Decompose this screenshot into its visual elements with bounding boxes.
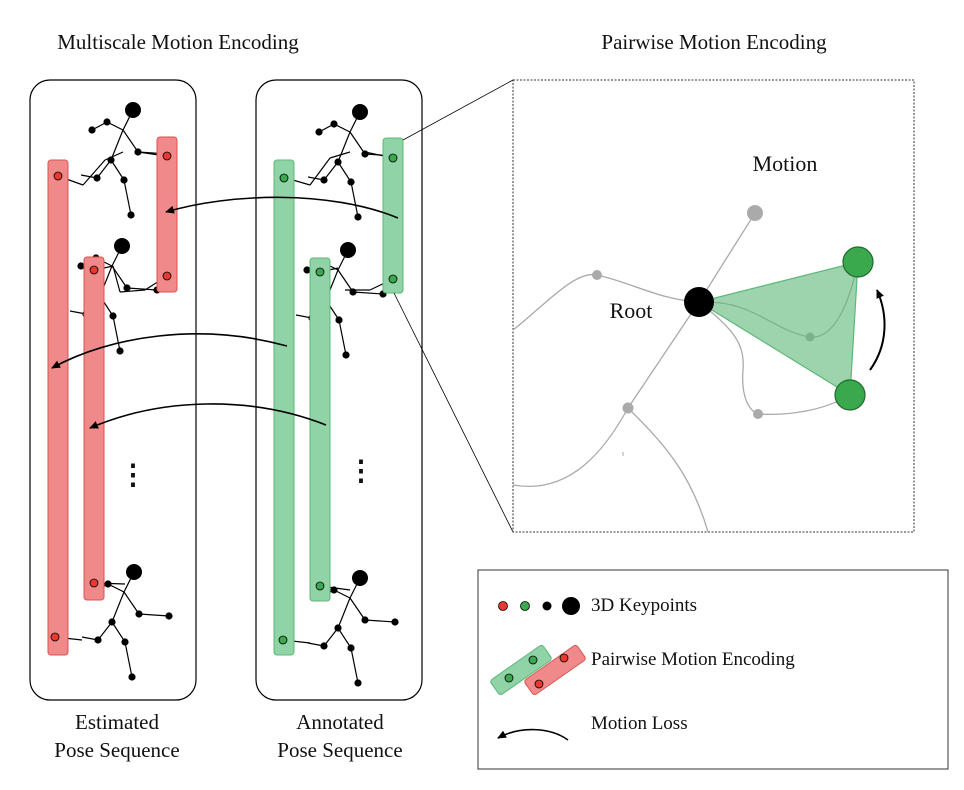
estimated-encoding-bar-medium <box>83 256 105 601</box>
keypoint <box>361 150 369 158</box>
green-keypoint-upper <box>842 246 874 278</box>
keypoint <box>391 618 399 626</box>
keypoint <box>123 284 131 292</box>
keypoint <box>94 636 102 644</box>
keypoint <box>347 644 355 652</box>
estimated-encoding-keypoint <box>53 171 63 181</box>
estimated-encoding-bar-long <box>47 159 69 656</box>
keypoint <box>88 126 96 134</box>
estimated-encoding-keypoint <box>89 265 99 275</box>
keypoint <box>347 178 355 186</box>
motion-loss-arrow-medium <box>89 403 327 429</box>
motion-loss-arrow-short <box>165 196 399 219</box>
annotated-encoding-keypoint <box>388 153 398 163</box>
keypoint <box>121 638 129 646</box>
head-keypoint <box>125 102 141 118</box>
pose-skeleton <box>81 564 173 681</box>
root-keypoint <box>684 287 714 317</box>
keypoint <box>128 673 136 681</box>
motion-loss-arrow-long <box>51 333 288 369</box>
zoom-connector-bottom <box>393 292 514 533</box>
head-keypoint <box>126 564 142 580</box>
pose-skeleton <box>307 104 399 221</box>
legend-loss-label: Motion Loss <box>591 713 688 734</box>
keypoint <box>165 612 173 620</box>
estimated-panel <box>29 79 197 701</box>
pairwise-encoding-triangle <box>697 261 859 397</box>
estimated-encoding-bar-short <box>156 136 178 293</box>
keypoint <box>354 213 362 221</box>
keypoint <box>361 616 369 624</box>
annotated-encoding-bar-medium <box>309 257 331 602</box>
annotated-encoding-keypoint <box>278 635 288 645</box>
annotated-encoding-keypoint <box>279 173 289 183</box>
estimated-ellipsis: ⋮ <box>119 460 147 491</box>
annotated-caption-line1: Annotated <box>296 710 384 734</box>
keypoint <box>334 624 342 632</box>
keypoint <box>108 618 116 626</box>
left-title: Multiscale Motion Encoding <box>57 30 299 54</box>
annotated-encoding-keypoint <box>315 267 325 277</box>
keypoint <box>77 262 85 270</box>
legend-keypoints-label: 3D Keypoints <box>591 595 697 616</box>
root-label: Root <box>610 298 653 323</box>
keypoint <box>120 176 128 184</box>
right-title: Pairwise Motion Encoding <box>601 30 827 54</box>
keypoint <box>135 610 143 618</box>
pose-skeletons <box>54 102 399 687</box>
keypoint <box>315 128 323 136</box>
annotated-ellipsis: ⋮ <box>347 456 375 487</box>
legend-pairwise-swatch <box>490 644 586 696</box>
head-keypoint <box>340 242 356 258</box>
keypoint <box>93 174 101 182</box>
estimated-encoding-keypoint <box>162 151 172 161</box>
estimated-caption-line2: Pose Sequence <box>54 738 179 762</box>
keypoint <box>127 211 135 219</box>
head-keypoint <box>352 570 368 586</box>
green-keypoint-lower <box>834 379 866 411</box>
keypoint <box>116 347 124 355</box>
estimated-encoding-keypoint <box>50 632 60 642</box>
estimated-encoding-keypoint <box>89 578 99 588</box>
estimated-caption-line1: Estimated <box>75 710 159 734</box>
keypoint <box>109 312 117 320</box>
legend-loss-swatch <box>497 728 569 741</box>
legend-keypoints-swatch <box>498 597 580 615</box>
annotated-encoding-bar-long <box>273 159 295 656</box>
annotated-panel <box>255 79 423 701</box>
head-keypoint <box>114 238 130 254</box>
zoom-connector-top <box>402 79 514 141</box>
keypoint <box>320 176 328 184</box>
encoding-keypoints <box>50 151 398 645</box>
keypoint <box>303 266 311 274</box>
keypoint <box>335 316 343 324</box>
motion-curved-arrow <box>869 289 886 371</box>
keypoint <box>320 642 328 650</box>
keypoint <box>103 118 111 126</box>
estimated-encoding-keypoint <box>162 271 172 281</box>
legend-box <box>477 569 949 770</box>
annotated-encoding-keypoint <box>388 274 398 284</box>
keypoint <box>330 120 338 128</box>
annotated-encoding-keypoint <box>315 581 325 591</box>
keypoint <box>334 158 342 166</box>
head-keypoint <box>352 104 368 120</box>
motion-label: Motion <box>753 151 818 176</box>
pose-skeleton <box>80 102 172 219</box>
annotated-caption-line2: Pose Sequence <box>277 738 402 762</box>
keypoint <box>342 351 350 359</box>
legend-pairwise-label: Pairwise Motion Encoding <box>591 649 795 670</box>
keypoint <box>354 679 362 687</box>
